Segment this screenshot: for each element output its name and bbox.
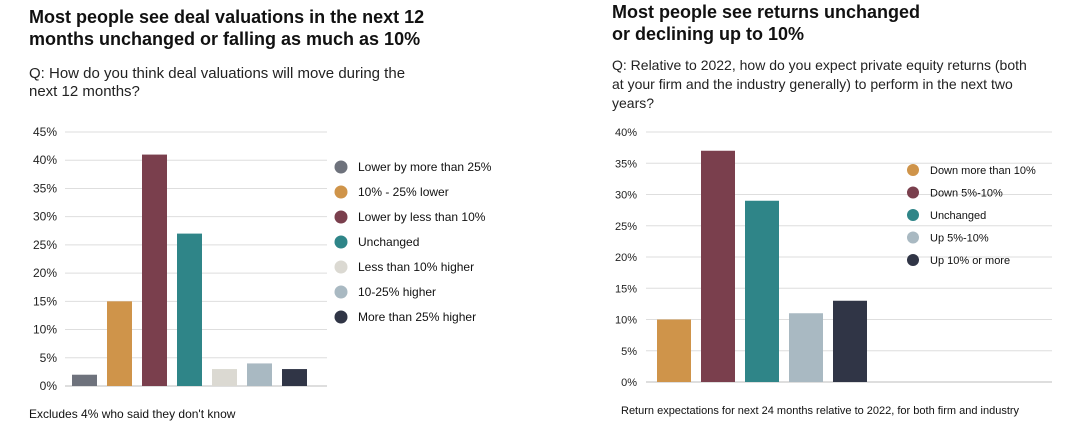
y-tick-label: 40% bbox=[33, 153, 57, 167]
y-tick-label: 40% bbox=[615, 127, 637, 139]
legend-label: Lower by less than 10% bbox=[358, 210, 486, 224]
legend-label: More than 25% higher bbox=[358, 310, 476, 324]
y-tick-label: 25% bbox=[615, 221, 637, 233]
legend-label: Lower by more than 25% bbox=[358, 160, 492, 174]
chart-question: Q: How do you think deal valuations will… bbox=[29, 65, 406, 100]
chart-question: Q: Relative to 2022, how do you expect p… bbox=[612, 57, 1027, 111]
bar-4 bbox=[212, 369, 237, 386]
legend-label: Down 5%-10% bbox=[930, 188, 1003, 200]
bar-0 bbox=[657, 319, 691, 382]
bar-1 bbox=[701, 150, 735, 382]
legend-swatch bbox=[907, 209, 919, 221]
legend-swatch bbox=[334, 160, 348, 174]
legend-label: Less than 10% higher bbox=[358, 260, 474, 274]
legend-swatch bbox=[907, 231, 919, 244]
y-tick-label: 0% bbox=[40, 379, 58, 393]
y-tick-label: 15% bbox=[615, 283, 637, 295]
chart-panel-valuations: Most people see deal valuations in the n… bbox=[29, 7, 492, 421]
bar-3 bbox=[789, 313, 823, 382]
legend-label: Unchanged bbox=[930, 210, 986, 222]
y-tick-label: 45% bbox=[33, 125, 57, 139]
y-tick-label: 35% bbox=[33, 181, 57, 195]
legend-swatch bbox=[907, 164, 919, 176]
y-tick-label: 5% bbox=[40, 351, 58, 365]
legend-label: 10% - 25% lower bbox=[358, 185, 449, 199]
bar-4 bbox=[833, 300, 867, 382]
y-tick-label: 20% bbox=[615, 252, 637, 264]
y-tick-label: 5% bbox=[621, 346, 637, 358]
legend-label: Down more than 10% bbox=[930, 165, 1036, 177]
bar-2 bbox=[745, 200, 779, 382]
legend-swatch bbox=[907, 254, 919, 266]
y-tick-label: 10% bbox=[615, 315, 637, 327]
bar-1 bbox=[107, 301, 132, 386]
legend-swatch bbox=[907, 186, 919, 199]
bar-2 bbox=[142, 154, 167, 386]
chart-title: Most people see returns unchanged or dec… bbox=[612, 2, 921, 44]
bar-0 bbox=[72, 374, 97, 386]
legend-swatch bbox=[334, 235, 348, 249]
legend-swatch bbox=[334, 260, 348, 274]
y-tick-label: 30% bbox=[33, 210, 57, 224]
legend-label: Up 5%-10% bbox=[930, 233, 989, 245]
y-tick-label: 10% bbox=[33, 323, 57, 337]
chart-footnote: Return expectations for next 24 months r… bbox=[621, 405, 1020, 417]
chart-title: Most people see deal valuations in the n… bbox=[29, 7, 425, 49]
legend-swatch bbox=[334, 285, 348, 299]
y-tick-label: 15% bbox=[33, 294, 57, 308]
legend-label: Unchanged bbox=[358, 235, 419, 249]
legend-label: 10-25% higher bbox=[358, 285, 436, 299]
chart-footnote: Excludes 4% who said they don't know bbox=[29, 407, 236, 421]
bar-chart-valuations: 0% 5% 10% 15% 20% 25% 30% 35% 40% 45% Lower by mor… bbox=[33, 125, 492, 393]
y-tick-label: 20% bbox=[33, 266, 57, 280]
bar-6 bbox=[282, 369, 307, 386]
chart-panel-returns: Most people see returns unchanged or dec… bbox=[560, 0, 1088, 433]
legend-swatch bbox=[334, 210, 348, 224]
y-tick-label: 0% bbox=[621, 377, 637, 389]
y-tick-label: 30% bbox=[615, 190, 637, 202]
legend-swatch bbox=[334, 310, 348, 324]
legend-label: Up 10% or more bbox=[930, 255, 1010, 267]
legend-swatch bbox=[334, 185, 348, 199]
bar-3 bbox=[177, 233, 202, 386]
y-tick-label: 35% bbox=[615, 158, 637, 170]
y-tick-label: 25% bbox=[33, 238, 57, 252]
bar-chart-returns: 0% 5% 10% 15% 20% 25% 30% 35% 40% Down more than … bbox=[615, 127, 1052, 389]
bar-5 bbox=[247, 363, 272, 386]
